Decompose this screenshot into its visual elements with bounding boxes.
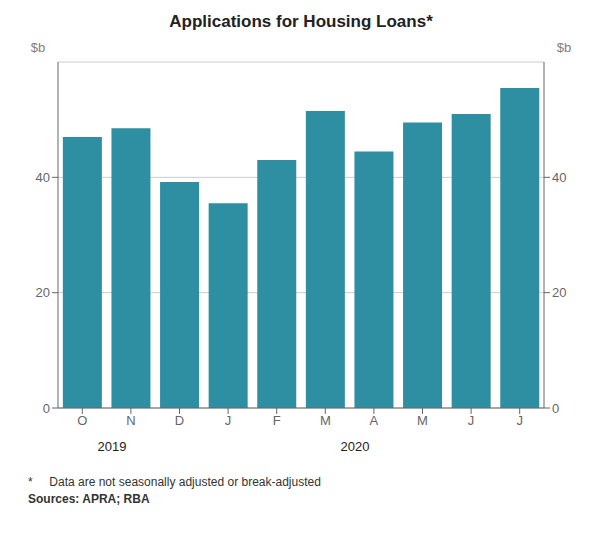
svg-text:20: 20 — [36, 285, 50, 300]
svg-text:J: J — [516, 413, 523, 428]
svg-text:40: 40 — [552, 170, 566, 185]
svg-text:20: 20 — [552, 285, 566, 300]
html-text:* Data are not seasonally adju: * Data are not seasonally adjusted or br… — [28, 475, 321, 489]
svg-text:M: M — [320, 413, 331, 428]
svg-text:M: M — [417, 413, 428, 428]
svg-text:O: O — [77, 413, 87, 428]
html-text:Sources: APRA; RBA: Sources: APRA; RBA — [28, 492, 150, 506]
svg-text:2019: 2019 — [98, 439, 127, 454]
svg-text:N: N — [126, 413, 135, 428]
svg-text:2020: 2020 — [341, 439, 370, 454]
svg-text:J: J — [468, 413, 475, 428]
svg-text:0: 0 — [43, 401, 50, 416]
svg-text:$b: $b — [31, 40, 45, 55]
svg-text:40: 40 — [36, 170, 50, 185]
html-text:Applications for Housing Loans: Applications for Housing Loans* — [169, 12, 433, 31]
svg-text:J: J — [225, 413, 232, 428]
svg-text:D: D — [175, 413, 184, 428]
svg-text:A: A — [370, 413, 379, 428]
svg-text:0: 0 — [552, 401, 559, 416]
svg-text:F: F — [273, 413, 281, 428]
svg-text:$b: $b — [557, 40, 571, 55]
